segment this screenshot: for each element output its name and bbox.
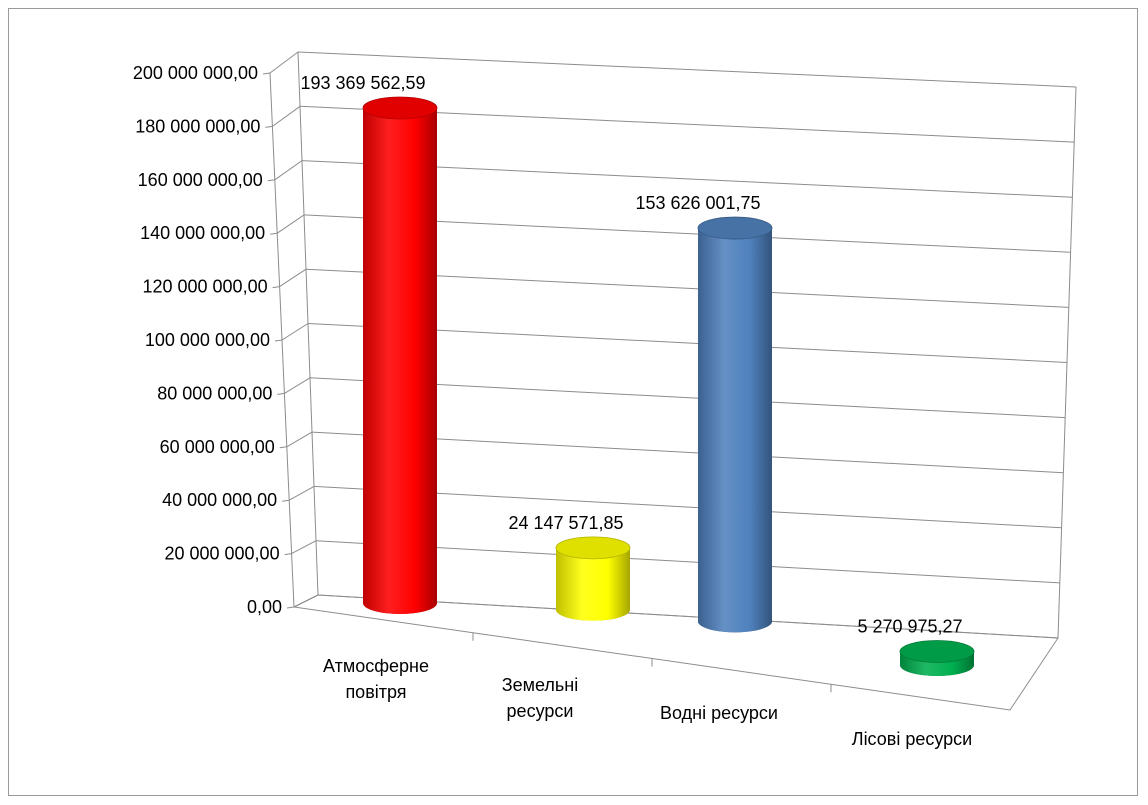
y-tick-label: 80 000 000,00: [157, 383, 272, 403]
y-tick-label: 60 000 000,00: [160, 437, 275, 457]
gridline: [315, 540, 1060, 584]
bar: [899, 640, 975, 676]
gridline-side: [279, 268, 307, 288]
data-label: 5 270 975,27: [857, 617, 962, 637]
y-tick-labels: 0,00 20 000 000,00 40 000 000,00 60 000 000…: [133, 63, 282, 617]
gridline-side: [274, 160, 303, 181]
gridline-side: [281, 323, 309, 341]
gridline: [297, 51, 1077, 88]
gridline-side: [272, 105, 301, 127]
y-tick-label: 140 000 000,00: [140, 223, 265, 243]
y-tick-mark: [277, 392, 285, 395]
category-labels: Атмосферне повітря Земельні ресурси Водні ре…: [323, 656, 972, 749]
gridline: [311, 431, 1064, 474]
y-tick-mark: [267, 179, 275, 182]
bar: [697, 216, 773, 633]
floor: [292, 594, 1059, 711]
data-label: 153 626 001,75: [635, 193, 760, 213]
bar-top: [555, 536, 631, 560]
bar: [555, 536, 631, 621]
gridline-side: [291, 540, 317, 555]
y-tick-mark: [274, 339, 283, 342]
y-tick-mark: [262, 72, 271, 75]
y-tick-label: 100 000 000,00: [145, 330, 270, 350]
y-tick-mark: [270, 232, 278, 235]
bars: [362, 96, 975, 676]
axes: [262, 51, 1077, 711]
category-label: повітря: [345, 682, 406, 702]
gridline-side: [286, 431, 313, 448]
y-axis-line: [269, 72, 295, 608]
category-label: Лісові ресурси: [852, 729, 972, 749]
y-tick-mark: [272, 286, 280, 289]
y-tick-label: 200 000 000,00: [133, 63, 258, 83]
category-label: ресурси: [507, 701, 574, 721]
gridline-side: [276, 214, 305, 234]
y-tick-label: 120 000 000,00: [142, 277, 267, 297]
y-tick-label: 20 000 000,00: [164, 544, 279, 564]
y-tick-label: 180 000 000,00: [135, 116, 260, 136]
gridline-side: [288, 485, 315, 501]
back-wall-right-edge: [1057, 86, 1077, 639]
y-tick-mark: [279, 446, 287, 449]
y-tick-label: 0,00: [247, 597, 282, 617]
bar-top: [899, 640, 975, 663]
data-label: 24 147 571,85: [508, 513, 623, 533]
data-labels: 193 369 562,59 24 147 571,85 153 626 001,7…: [300, 73, 962, 637]
gridline-side: [284, 377, 311, 394]
bar-body: [698, 228, 772, 633]
y-tick-label: 160 000 000,00: [138, 170, 263, 190]
y-tick-mark: [282, 499, 290, 502]
y-tick-mark: [284, 553, 292, 556]
y-tick-mark: [265, 125, 273, 128]
bar-body: [556, 547, 630, 621]
data-label: 193 369 562,59: [300, 73, 425, 93]
y-tick-label: 40 000 000,00: [162, 490, 277, 510]
gridline: [313, 485, 1062, 529]
gridline-side: [269, 51, 299, 74]
category-label: Атмосферне: [323, 656, 429, 676]
bar-top: [697, 216, 773, 240]
bar-body: [363, 107, 437, 614]
bar-top: [362, 96, 438, 120]
bar: [362, 96, 438, 614]
category-label: Земельні: [502, 675, 579, 695]
back-wall-left-edge: [297, 51, 319, 596]
category-label: Водні ресурси: [660, 703, 778, 723]
